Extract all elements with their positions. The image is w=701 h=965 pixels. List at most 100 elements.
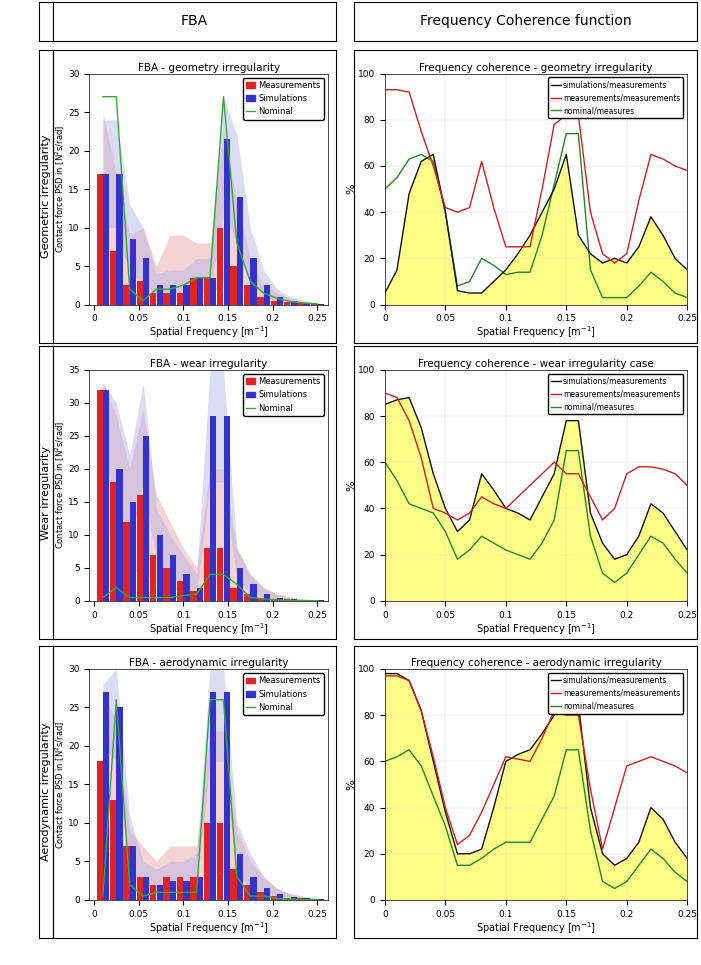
Bar bbox=[304, 898, 311, 900]
X-axis label: Spatial Frequency [m$^{-1}$]: Spatial Frequency [m$^{-1}$] bbox=[149, 324, 268, 341]
Bar bbox=[163, 567, 170, 601]
simulations/measurements bbox=[429, 149, 437, 160]
simulations/measurements bbox=[586, 248, 594, 260]
measurements/measurements bbox=[611, 802, 619, 813]
Bar bbox=[217, 823, 224, 900]
Legend: Measurements, Simulations, Nominal: Measurements, Simulations, Nominal bbox=[243, 374, 324, 416]
nominal/measures bbox=[622, 567, 631, 579]
Bar bbox=[137, 877, 143, 900]
nominal/measures bbox=[659, 276, 667, 288]
Y-axis label: Contact force PSD in [N$^2$s/rad]: Contact force PSD in [N$^2$s/rad] bbox=[54, 721, 67, 848]
Bar bbox=[224, 139, 230, 305]
Bar bbox=[190, 591, 196, 601]
nominal/measures bbox=[454, 280, 462, 291]
measurements/measurements bbox=[405, 86, 414, 97]
measurements/measurements bbox=[454, 839, 462, 850]
Bar bbox=[244, 594, 250, 601]
simulations/measurements bbox=[393, 668, 401, 679]
measurements/measurements bbox=[526, 480, 534, 491]
simulations/measurements bbox=[634, 531, 643, 542]
measurements/measurements bbox=[381, 84, 389, 96]
simulations/measurements bbox=[477, 843, 486, 855]
measurements/measurements bbox=[502, 503, 510, 514]
simulations/measurements bbox=[562, 149, 571, 160]
nominal/measures bbox=[441, 207, 449, 218]
X-axis label: Spatial Frequency [m$^{-1}$]: Spatial Frequency [m$^{-1}$] bbox=[149, 920, 268, 936]
Bar bbox=[97, 761, 103, 900]
measurements/measurements bbox=[622, 248, 631, 260]
simulations/measurements bbox=[574, 698, 583, 709]
Text: Wear irregularity: Wear irregularity bbox=[41, 446, 50, 539]
measurements/measurements bbox=[586, 491, 594, 503]
simulations/measurements bbox=[393, 264, 401, 276]
Bar bbox=[97, 390, 103, 601]
Bar bbox=[170, 555, 176, 601]
nominal/measures bbox=[477, 853, 486, 865]
simulations/measurements bbox=[671, 526, 679, 538]
simulations/measurements bbox=[634, 241, 643, 253]
measurements/measurements bbox=[405, 415, 414, 427]
Bar bbox=[250, 585, 257, 601]
simulations/measurements bbox=[683, 264, 691, 276]
Title: FBA - geometry irregularity: FBA - geometry irregularity bbox=[137, 63, 280, 72]
measurements/measurements bbox=[538, 183, 546, 195]
Bar bbox=[244, 885, 250, 900]
Bar bbox=[97, 174, 103, 305]
nominal/measures bbox=[514, 549, 522, 561]
Bar bbox=[277, 894, 283, 900]
nominal/measures bbox=[526, 554, 534, 565]
simulations/measurements bbox=[538, 207, 546, 218]
nominal/measures bbox=[381, 756, 389, 767]
measurements/measurements bbox=[586, 784, 594, 795]
Bar bbox=[204, 548, 210, 601]
simulations/measurements bbox=[659, 813, 667, 825]
Bar bbox=[150, 885, 156, 900]
Bar bbox=[116, 707, 123, 900]
Bar bbox=[264, 594, 270, 601]
nominal/measures bbox=[562, 744, 571, 756]
Bar bbox=[217, 548, 224, 601]
Bar bbox=[156, 535, 163, 601]
X-axis label: Spatial Frequency [m$^{-1}$]: Spatial Frequency [m$^{-1}$] bbox=[149, 620, 268, 637]
simulations/measurements bbox=[599, 258, 607, 269]
measurements/measurements bbox=[393, 670, 401, 681]
measurements/measurements bbox=[562, 109, 571, 121]
Bar bbox=[184, 286, 190, 305]
nominal/measures bbox=[599, 291, 607, 303]
Bar bbox=[237, 197, 243, 305]
Bar bbox=[297, 303, 304, 305]
nominal/measures bbox=[659, 538, 667, 549]
measurements/measurements bbox=[454, 207, 462, 218]
Y-axis label: Contact force PSD in [N$^2$s/rad]: Contact force PSD in [N$^2$s/rad] bbox=[54, 125, 67, 253]
simulations/measurements bbox=[514, 749, 522, 760]
Bar bbox=[123, 286, 130, 305]
Line: simulations/measurements: simulations/measurements bbox=[385, 674, 687, 866]
simulations/measurements bbox=[502, 756, 510, 767]
Title: Frequency coherence - wear irregularity case: Frequency coherence - wear irregularity … bbox=[418, 359, 654, 369]
measurements/measurements bbox=[550, 704, 559, 716]
nominal/measures bbox=[454, 860, 462, 871]
simulations/measurements bbox=[622, 258, 631, 269]
nominal/measures bbox=[465, 276, 474, 288]
Bar bbox=[184, 881, 190, 900]
Title: Frequency coherence - aerodynamic irregularity: Frequency coherence - aerodynamic irregu… bbox=[411, 658, 662, 668]
X-axis label: Spatial Frequency [m$^{-1}$]: Spatial Frequency [m$^{-1}$] bbox=[476, 620, 596, 637]
Bar bbox=[291, 599, 297, 601]
nominal/measures bbox=[634, 280, 643, 291]
measurements/measurements bbox=[562, 709, 571, 721]
nominal/measures bbox=[562, 127, 571, 139]
nominal/measures bbox=[393, 172, 401, 183]
measurements/measurements bbox=[393, 84, 401, 96]
nominal/measures bbox=[381, 456, 389, 468]
nominal/measures bbox=[477, 531, 486, 542]
nominal/measures bbox=[683, 875, 691, 887]
simulations/measurements bbox=[405, 392, 414, 403]
Y-axis label: Contact force PSD in [N$^2$s/rad]: Contact force PSD in [N$^2$s/rad] bbox=[54, 422, 67, 549]
measurements/measurements bbox=[477, 807, 486, 818]
measurements/measurements bbox=[622, 468, 631, 480]
nominal/measures bbox=[634, 860, 643, 871]
simulations/measurements bbox=[550, 183, 559, 195]
simulations/measurements bbox=[671, 837, 679, 848]
Bar bbox=[130, 502, 136, 601]
Bar bbox=[123, 522, 130, 601]
